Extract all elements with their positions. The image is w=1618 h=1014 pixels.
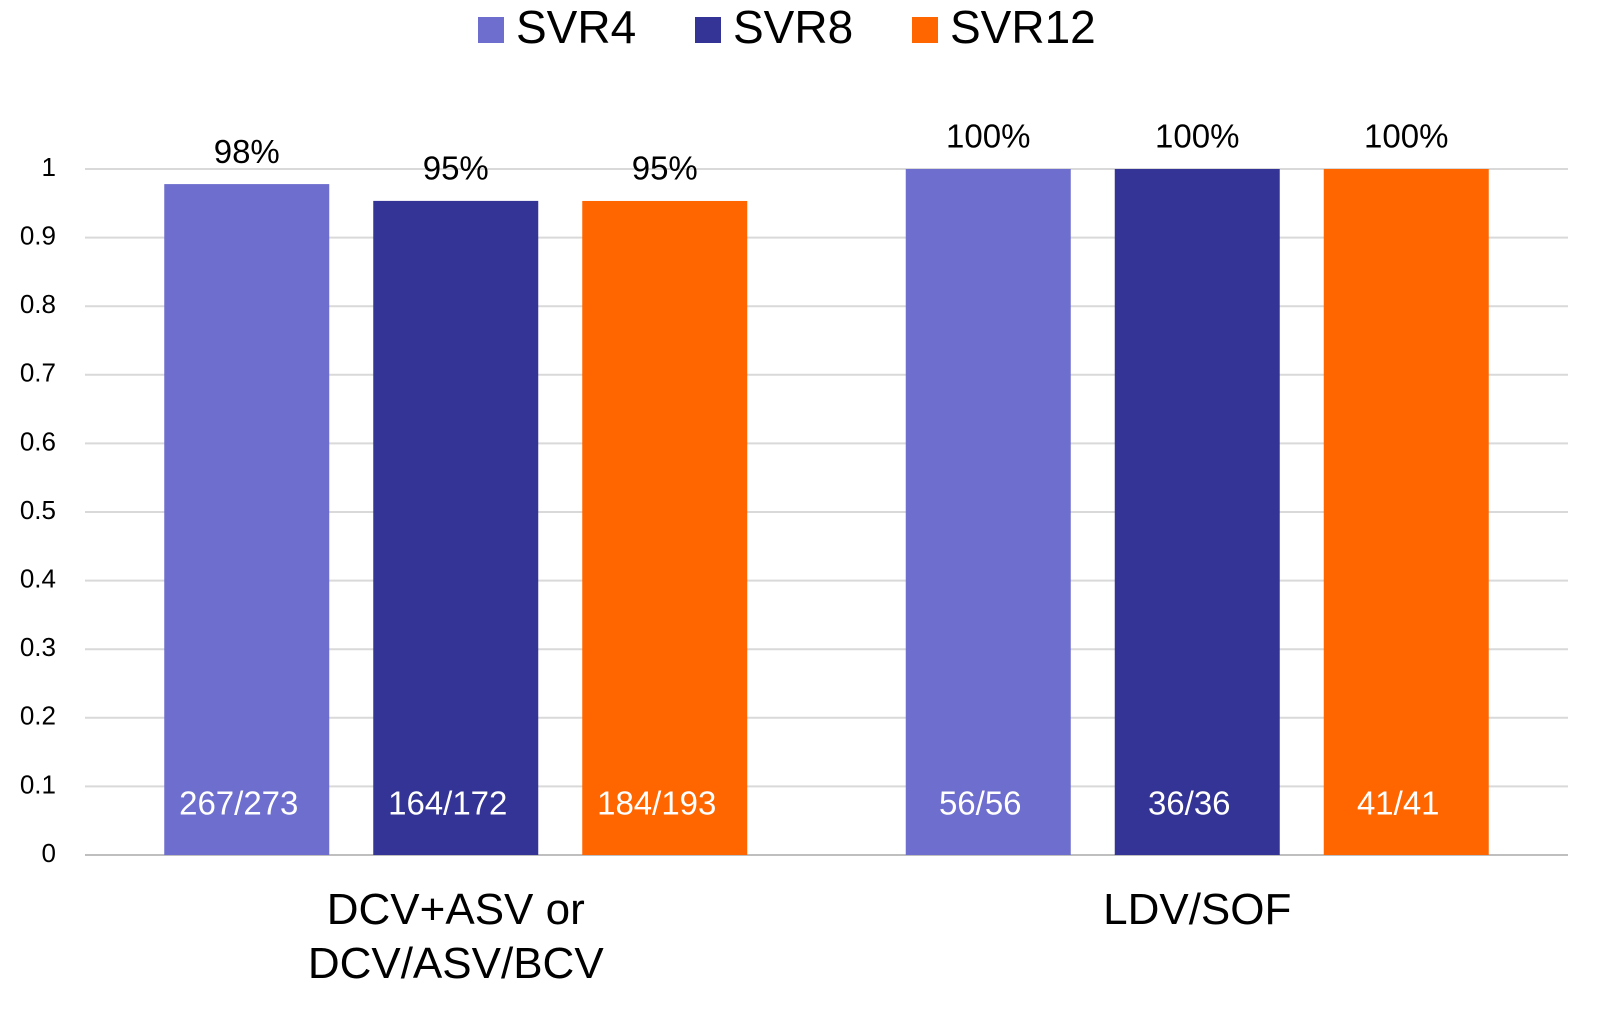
value-label: 95% [632, 150, 698, 187]
legend-swatch [478, 17, 504, 43]
y-tick-label: 0.9 [20, 220, 56, 250]
bar [1114, 169, 1280, 855]
y-tick-label: 0.7 [20, 358, 56, 388]
count-label: 56/56 [939, 785, 1022, 822]
legend-swatch [695, 17, 721, 43]
count-label: 41/41 [1357, 785, 1440, 822]
value-label: 100% [946, 118, 1030, 155]
legend-label: SVR4 [516, 1, 636, 53]
y-tick-label: 0.6 [20, 426, 56, 456]
bar [1323, 169, 1489, 855]
y-tick-label: 0.2 [20, 701, 56, 731]
count-label: 164/172 [388, 785, 507, 822]
x-tick-label: DCV+ASV or DCV/ASV/BCV [307, 885, 604, 988]
y-tick-label: 0.1 [20, 769, 56, 799]
count-label: 267/273 [179, 785, 298, 822]
bar [582, 200, 748, 856]
value-label: 98% [214, 133, 280, 170]
count-label: 184/193 [597, 785, 716, 822]
value-label: 95% [423, 150, 489, 187]
value-label: 100% [1364, 118, 1448, 155]
y-tick-label: 0 [42, 838, 56, 868]
bar [905, 169, 1071, 855]
count-label: 36/36 [1148, 785, 1231, 822]
legend-label: SVR8 [733, 1, 853, 53]
bar [373, 200, 539, 856]
legend-label: SVR12 [950, 1, 1096, 53]
y-tick-label: 0.8 [20, 289, 56, 319]
legend-swatch [912, 17, 938, 43]
bar [164, 184, 330, 856]
y-tick-label: 1 [42, 152, 56, 182]
x-tick-label: LDV/SOF [1103, 885, 1292, 934]
y-tick-label: 0.4 [20, 563, 56, 593]
y-tick-label: 0.5 [20, 495, 56, 525]
value-label: 100% [1155, 118, 1239, 155]
y-tick-label: 0.3 [20, 632, 56, 662]
